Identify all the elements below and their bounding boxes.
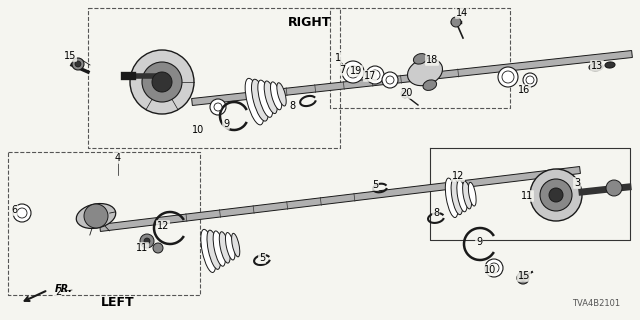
Text: 14: 14 <box>456 8 468 18</box>
Ellipse shape <box>76 204 116 228</box>
Polygon shape <box>191 51 632 106</box>
Text: 15: 15 <box>518 271 530 281</box>
Text: 20: 20 <box>400 88 412 98</box>
Ellipse shape <box>605 62 615 68</box>
Circle shape <box>386 76 394 84</box>
Text: 13: 13 <box>591 61 603 71</box>
Text: 9: 9 <box>223 119 229 129</box>
Text: FR.: FR. <box>55 284 73 294</box>
Text: 11: 11 <box>136 243 148 253</box>
Circle shape <box>366 66 384 84</box>
Text: 12: 12 <box>157 221 169 231</box>
Circle shape <box>140 234 154 248</box>
Ellipse shape <box>589 63 603 71</box>
Text: 6: 6 <box>11 205 17 215</box>
Circle shape <box>84 204 108 228</box>
Ellipse shape <box>463 181 472 209</box>
Circle shape <box>606 180 622 196</box>
Text: 17: 17 <box>364 71 376 81</box>
Text: 7: 7 <box>339 65 345 75</box>
Circle shape <box>153 243 163 253</box>
Circle shape <box>530 169 582 221</box>
Circle shape <box>347 66 359 78</box>
Ellipse shape <box>264 81 277 114</box>
Ellipse shape <box>207 230 221 269</box>
Ellipse shape <box>468 182 476 206</box>
Circle shape <box>520 275 526 281</box>
Circle shape <box>210 99 226 115</box>
Circle shape <box>370 70 380 80</box>
Ellipse shape <box>277 83 286 106</box>
Text: 3: 3 <box>574 178 580 188</box>
Text: 18: 18 <box>426 55 438 65</box>
Ellipse shape <box>423 80 436 91</box>
Text: 16: 16 <box>518 85 530 95</box>
Text: 11: 11 <box>521 191 533 201</box>
Circle shape <box>342 61 364 83</box>
Ellipse shape <box>201 229 216 272</box>
Ellipse shape <box>232 233 240 257</box>
Text: 12: 12 <box>452 171 464 181</box>
Text: 15: 15 <box>64 51 76 61</box>
Text: 2: 2 <box>55 287 61 297</box>
Ellipse shape <box>220 232 230 263</box>
Ellipse shape <box>413 53 427 64</box>
Ellipse shape <box>445 178 458 218</box>
Circle shape <box>451 17 461 27</box>
Ellipse shape <box>225 233 235 260</box>
Circle shape <box>401 90 409 98</box>
Text: 10: 10 <box>484 265 496 275</box>
Text: 1: 1 <box>335 53 341 63</box>
Circle shape <box>517 272 529 284</box>
Text: 4: 4 <box>115 153 121 163</box>
Text: TVA4B2101: TVA4B2101 <box>572 299 620 308</box>
Circle shape <box>489 263 499 273</box>
Text: 8: 8 <box>433 208 439 218</box>
Circle shape <box>526 76 534 84</box>
Circle shape <box>152 72 172 92</box>
Circle shape <box>485 259 503 277</box>
Polygon shape <box>100 166 580 231</box>
Ellipse shape <box>258 80 273 117</box>
Text: 5: 5 <box>372 180 378 190</box>
Ellipse shape <box>213 231 225 266</box>
Text: 10: 10 <box>192 125 204 135</box>
Circle shape <box>502 71 514 83</box>
Circle shape <box>540 179 572 211</box>
Circle shape <box>144 238 150 244</box>
Text: RIGHT: RIGHT <box>288 15 332 28</box>
Circle shape <box>549 188 563 202</box>
Ellipse shape <box>457 180 467 212</box>
Circle shape <box>130 50 194 114</box>
Text: LEFT: LEFT <box>101 295 135 308</box>
Circle shape <box>13 204 31 222</box>
Circle shape <box>498 67 518 87</box>
Text: 8: 8 <box>289 101 295 111</box>
Circle shape <box>142 62 182 102</box>
Ellipse shape <box>451 179 463 215</box>
Ellipse shape <box>271 82 282 110</box>
Ellipse shape <box>252 79 268 121</box>
Text: 9: 9 <box>476 237 482 247</box>
Text: 5: 5 <box>259 253 265 263</box>
Circle shape <box>75 61 81 67</box>
Circle shape <box>17 208 27 218</box>
Ellipse shape <box>245 78 264 125</box>
Circle shape <box>72 58 84 70</box>
Text: 19: 19 <box>350 66 362 76</box>
Circle shape <box>523 73 537 87</box>
Circle shape <box>382 72 398 88</box>
Ellipse shape <box>408 58 442 86</box>
Circle shape <box>214 103 222 111</box>
